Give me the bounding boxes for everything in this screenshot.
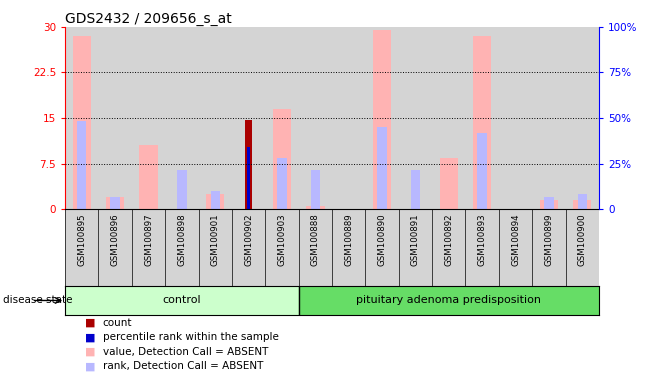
- Bar: [577, 194, 587, 209]
- Text: ■: ■: [85, 347, 95, 357]
- Bar: [499, 27, 533, 209]
- Bar: [232, 209, 266, 286]
- Bar: [165, 209, 199, 286]
- Bar: [65, 27, 98, 209]
- Bar: [365, 27, 398, 209]
- Text: value, Detection Call = ABSENT: value, Detection Call = ABSENT: [103, 347, 268, 357]
- Text: GSM100898: GSM100898: [177, 213, 186, 266]
- Bar: [206, 194, 225, 209]
- Bar: [299, 286, 599, 315]
- Bar: [177, 170, 187, 209]
- Bar: [399, 209, 432, 286]
- Bar: [411, 170, 420, 209]
- Text: GSM100900: GSM100900: [577, 213, 587, 266]
- Text: ■: ■: [85, 361, 95, 371]
- Bar: [332, 209, 365, 286]
- Bar: [378, 127, 387, 209]
- Text: disease state: disease state: [3, 295, 73, 306]
- Bar: [132, 209, 165, 286]
- Bar: [111, 197, 120, 209]
- Bar: [210, 191, 220, 209]
- Bar: [139, 146, 158, 209]
- Text: GSM100894: GSM100894: [511, 213, 520, 266]
- Bar: [477, 133, 487, 209]
- Text: percentile rank within the sample: percentile rank within the sample: [103, 332, 279, 342]
- Text: count: count: [103, 318, 132, 328]
- Bar: [566, 209, 599, 286]
- Text: GSM100896: GSM100896: [111, 213, 120, 266]
- Text: GSM100901: GSM100901: [211, 213, 220, 266]
- Bar: [373, 30, 391, 209]
- Bar: [165, 27, 199, 209]
- Bar: [106, 197, 124, 209]
- Bar: [311, 170, 320, 209]
- Bar: [399, 27, 432, 209]
- Text: GSM100892: GSM100892: [444, 213, 453, 266]
- Bar: [65, 286, 299, 315]
- Text: GSM100890: GSM100890: [378, 213, 387, 266]
- Bar: [432, 27, 465, 209]
- Text: GSM100888: GSM100888: [311, 213, 320, 266]
- Bar: [77, 121, 87, 209]
- Bar: [98, 209, 132, 286]
- Bar: [544, 197, 553, 209]
- Bar: [439, 157, 458, 209]
- Text: pituitary adenoma predisposition: pituitary adenoma predisposition: [356, 295, 541, 306]
- Bar: [365, 209, 398, 286]
- Bar: [266, 27, 299, 209]
- Bar: [273, 109, 291, 209]
- Text: GSM100895: GSM100895: [77, 213, 87, 266]
- Bar: [332, 27, 365, 209]
- Bar: [132, 27, 165, 209]
- Bar: [232, 27, 266, 209]
- Bar: [65, 209, 98, 286]
- Bar: [266, 209, 299, 286]
- Bar: [299, 27, 332, 209]
- Text: ■: ■: [85, 318, 95, 328]
- Text: GSM100899: GSM100899: [544, 213, 553, 266]
- Bar: [566, 27, 599, 209]
- Bar: [533, 27, 566, 209]
- Text: GSM100897: GSM100897: [144, 213, 153, 266]
- Bar: [540, 200, 558, 209]
- Bar: [73, 36, 91, 209]
- Bar: [573, 200, 591, 209]
- Text: GSM100891: GSM100891: [411, 213, 420, 266]
- Bar: [277, 157, 286, 209]
- Bar: [199, 27, 232, 209]
- Bar: [98, 27, 132, 209]
- Bar: [299, 209, 332, 286]
- Bar: [473, 36, 492, 209]
- Bar: [432, 209, 465, 286]
- Bar: [306, 206, 324, 209]
- Bar: [465, 209, 499, 286]
- Text: GSM100903: GSM100903: [277, 213, 286, 266]
- Text: GDS2432 / 209656_s_at: GDS2432 / 209656_s_at: [65, 12, 232, 26]
- Bar: [247, 147, 250, 209]
- Bar: [499, 209, 533, 286]
- Bar: [533, 209, 566, 286]
- Bar: [199, 209, 232, 286]
- Text: rank, Detection Call = ABSENT: rank, Detection Call = ABSENT: [103, 361, 263, 371]
- Text: ■: ■: [85, 332, 95, 342]
- Text: GSM100902: GSM100902: [244, 213, 253, 266]
- Bar: [245, 120, 253, 209]
- Text: control: control: [163, 295, 201, 306]
- Bar: [465, 27, 499, 209]
- Text: GSM100893: GSM100893: [478, 213, 487, 266]
- Text: GSM100889: GSM100889: [344, 213, 353, 266]
